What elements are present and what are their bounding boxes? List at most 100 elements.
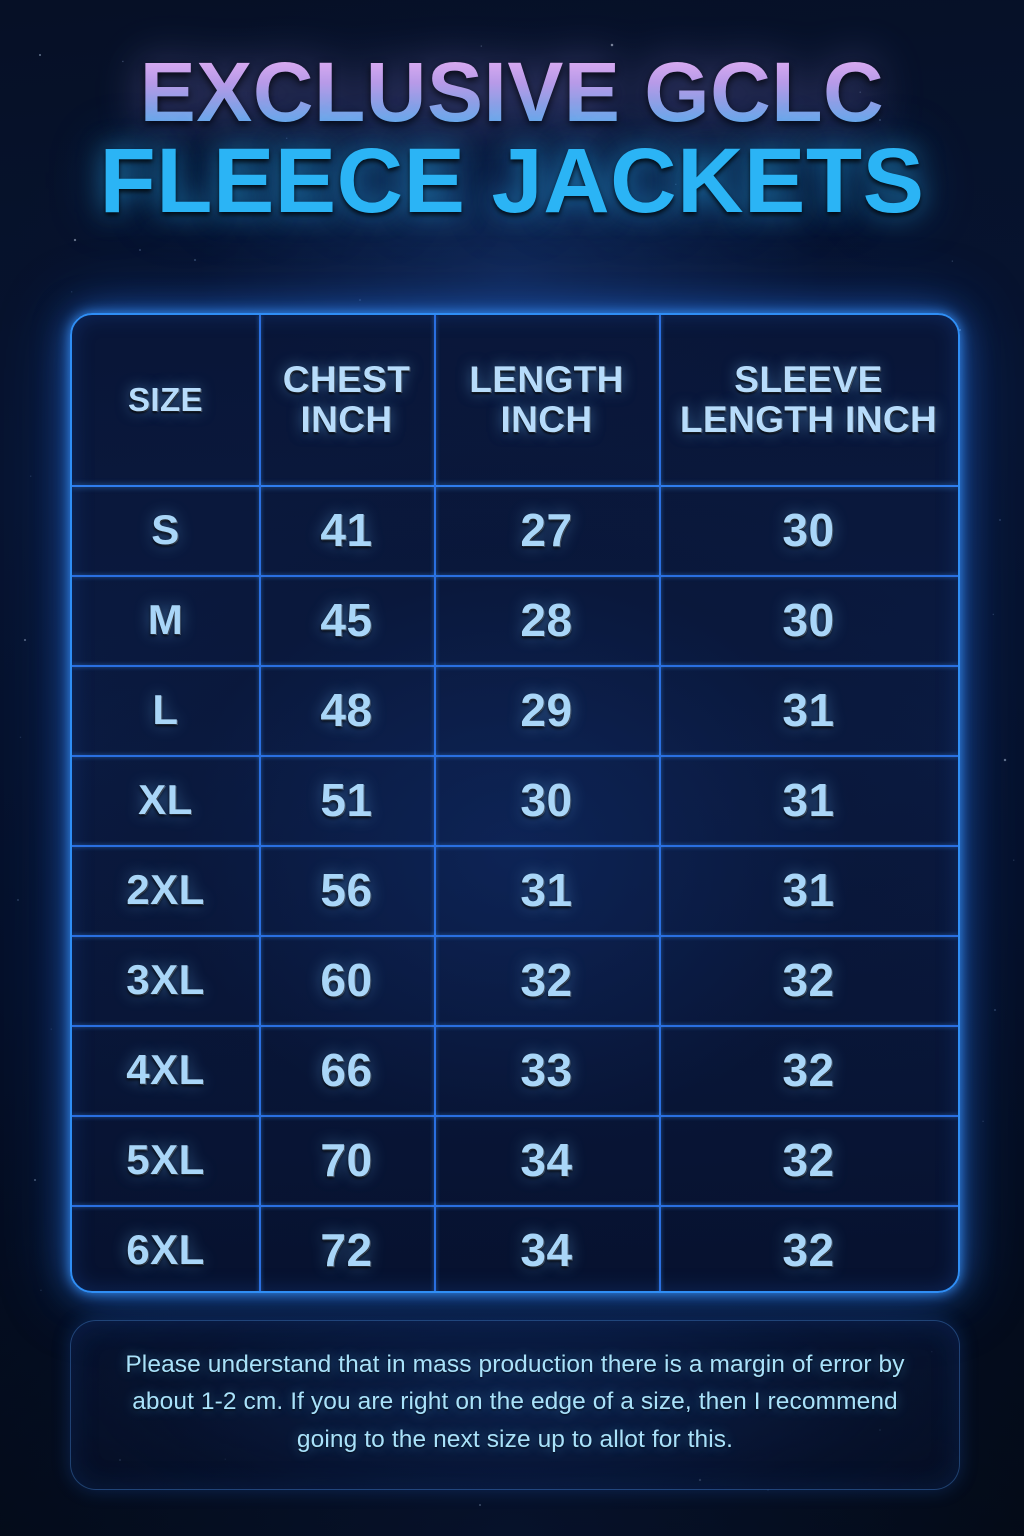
header-cell-sleeve: SLEEVE LENGTH INCH: [659, 315, 958, 485]
size-chart-table: SIZE CHEST INCH LENGTH INCH SLEEVE LENGT…: [70, 313, 960, 1293]
cell-sleeve: 32: [659, 1205, 958, 1291]
poster-title: EXCLUSIVE GCLC FLEECE JACKETS: [0, 50, 1024, 232]
cell-size: 5XL: [72, 1115, 259, 1205]
header-label-chest: CHEST INCH: [283, 360, 410, 440]
cell-chest: 66: [259, 1025, 434, 1115]
cell-value-size: 3XL: [126, 956, 205, 1003]
cell-value-chest: 72: [320, 1224, 373, 1276]
header-cell-chest: CHEST INCH: [259, 315, 434, 485]
cell-length: 27: [434, 485, 659, 575]
table-row: 6XL 72 34 32: [72, 1205, 958, 1291]
cell-value-sleeve: 32: [782, 1224, 835, 1276]
cell-sleeve: 32: [659, 935, 958, 1025]
cell-value-length: 27: [520, 504, 573, 556]
cell-length: 33: [434, 1025, 659, 1115]
cell-value-chest: 41: [320, 504, 373, 556]
cell-value-length: 33: [520, 1044, 573, 1096]
cell-length: 28: [434, 575, 659, 665]
cell-length: 34: [434, 1205, 659, 1291]
cell-size: 6XL: [72, 1205, 259, 1291]
table-row: 4XL 66 33 32: [72, 1025, 958, 1115]
cell-value-size: XL: [138, 776, 193, 823]
cell-sleeve: 30: [659, 575, 958, 665]
title-line-brand: EXCLUSIVE GCLC: [0, 50, 1024, 134]
cell-sleeve: 31: [659, 755, 958, 845]
cell-length: 31: [434, 845, 659, 935]
cell-value-size: M: [147, 596, 184, 643]
cell-size: 2XL: [72, 845, 259, 935]
cell-value-sleeve: 31: [782, 864, 835, 916]
table-row: 5XL 70 34 32: [72, 1115, 958, 1205]
cell-chest: 72: [259, 1205, 434, 1291]
header-cell-length: LENGTH INCH: [434, 315, 659, 485]
cell-value-chest: 45: [320, 594, 373, 646]
cell-value-sleeve: 31: [782, 684, 835, 736]
cell-value-size: 2XL: [126, 866, 205, 913]
cell-size: L: [72, 665, 259, 755]
cell-chest: 56: [259, 845, 434, 935]
header-label-sleeve: SLEEVE LENGTH INCH: [680, 360, 937, 440]
cell-chest: 45: [259, 575, 434, 665]
cell-chest: 51: [259, 755, 434, 845]
cell-value-size: 6XL: [126, 1226, 205, 1273]
header-label-length: LENGTH INCH: [469, 360, 624, 440]
header-label-chest-line2: INCH: [300, 399, 393, 440]
cell-value-sleeve: 31: [782, 774, 835, 826]
cell-sleeve: 32: [659, 1115, 958, 1205]
table-header-row: SIZE CHEST INCH LENGTH INCH SLEEVE LENGT…: [72, 315, 958, 485]
cell-value-length: 30: [520, 774, 573, 826]
cell-value-sleeve: 32: [782, 954, 835, 1006]
table-row: 2XL 56 31 31: [72, 845, 958, 935]
table-row: L 48 29 31: [72, 665, 958, 755]
cell-value-sleeve: 30: [782, 594, 835, 646]
header-label-size: SIZE: [128, 381, 203, 419]
cell-chest: 60: [259, 935, 434, 1025]
cell-value-chest: 51: [320, 774, 373, 826]
cell-value-chest: 70: [320, 1134, 373, 1186]
cell-value-sleeve: 32: [782, 1044, 835, 1096]
cell-size: M: [72, 575, 259, 665]
cell-size: 3XL: [72, 935, 259, 1025]
cell-size: S: [72, 485, 259, 575]
cell-value-length: 28: [520, 594, 573, 646]
cell-length: 29: [434, 665, 659, 755]
cell-length: 30: [434, 755, 659, 845]
cell-value-size: 5XL: [126, 1136, 205, 1183]
cell-sleeve: 30: [659, 485, 958, 575]
table-row: 3XL 60 32 32: [72, 935, 958, 1025]
header-label-sleeve-line2: LENGTH INCH: [679, 399, 938, 440]
cell-value-chest: 56: [320, 864, 373, 916]
cell-value-sleeve: 30: [782, 504, 835, 556]
header-label-sleeve-line1: SLEEVE: [734, 359, 883, 401]
cell-chest: 70: [259, 1115, 434, 1205]
cell-value-length: 31: [520, 864, 573, 916]
cell-length: 34: [434, 1115, 659, 1205]
cell-size: 4XL: [72, 1025, 259, 1115]
table-row: XL 51 30 31: [72, 755, 958, 845]
header-cell-size: SIZE: [72, 315, 259, 485]
cell-sleeve: 31: [659, 845, 958, 935]
cell-size: XL: [72, 755, 259, 845]
disclaimer-box: Please understand that in mass productio…: [70, 1320, 960, 1490]
table-row: S 41 27 30: [72, 485, 958, 575]
cell-sleeve: 32: [659, 1025, 958, 1115]
disclaimer-text: Please understand that in mass productio…: [125, 1351, 905, 1453]
cell-value-chest: 48: [320, 684, 373, 736]
cell-value-size: S: [151, 506, 180, 553]
header-label-length-line2: INCH: [500, 399, 593, 440]
cell-value-length: 34: [520, 1224, 573, 1276]
title-line-product: FLEECE JACKETS: [99, 129, 925, 232]
cell-value-size: L: [152, 686, 179, 733]
header-label-chest-line1: CHEST: [282, 359, 411, 401]
cell-value-chest: 60: [320, 954, 373, 1006]
cell-value-length: 32: [520, 954, 573, 1006]
cell-value-sleeve: 32: [782, 1134, 835, 1186]
cell-value-size: 4XL: [126, 1046, 205, 1093]
cell-length: 32: [434, 935, 659, 1025]
cell-sleeve: 31: [659, 665, 958, 755]
cell-value-length: 29: [520, 684, 573, 736]
table-row: M 45 28 30: [72, 575, 958, 665]
header-label-length-line1: LENGTH: [469, 359, 624, 401]
cell-value-length: 34: [520, 1134, 573, 1186]
